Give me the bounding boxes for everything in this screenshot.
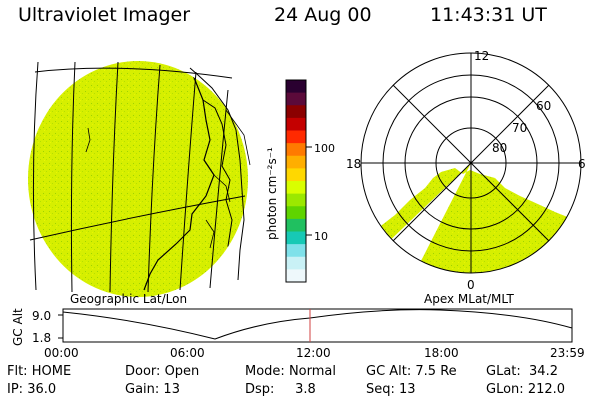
altitude-xtick-0600: 06:00 [170,346,205,360]
coastline-outer [189,67,245,281]
status-door: Door: Open [125,364,199,379]
ip-label: IP: [7,382,24,397]
mode-value: Normal [288,364,336,379]
altitude-xtick-0000: 00:00 [44,346,79,360]
altitude-ytick-9: 9.0 [32,309,51,323]
altitude-xtick-1800: 18:00 [424,346,459,360]
colorbar-tick-10: 10 [314,230,328,243]
colorbar-cell [286,231,306,245]
status-glat: GLat: 34.2 [486,364,558,379]
colorbar-cell [286,80,306,94]
dsp-label: Dsp: [245,382,275,397]
colorbar: 100 10 photon cm⁻²s⁻¹ [265,79,335,283]
coastline-outer-2 [225,109,251,166]
colorbar-cell [286,269,306,283]
status-flt: Flt: HOME [7,364,71,379]
mlt-label-12: 12 [474,49,489,63]
seq-value: 13 [399,382,416,397]
door-label: Door: [125,364,161,379]
altitude-plot: GC Alt 9.0 1.8 00:00 06:00 12:00 18:00 2… [11,308,585,360]
door-value: Open [164,364,200,379]
altitude-xtick-2359: 23:59 [550,346,585,360]
mlat-label-80: 80 [492,141,507,155]
seq-label: Seq: [366,382,395,397]
status-dsp: Dsp: 3.8 [245,382,316,397]
colorbar-cell [286,181,306,195]
meridian-grid [29,61,246,293]
date-label: 24 Aug 00 [274,4,372,26]
gain-value: 13 [163,382,180,397]
colorbar-tick-100: 100 [314,142,335,155]
glat-value: 34.2 [529,364,558,379]
flt-label: Flt: [7,364,28,379]
left-panel-caption: Geographic Lat/Lon [70,292,187,306]
glon-value: 212.0 [527,382,566,397]
colorbar-cell [286,130,306,144]
status-mode: Mode: Normal [245,364,336,379]
colorbar-cell [286,244,306,258]
colorbar-cell [286,92,306,106]
polar-diag-2 [392,84,550,242]
colorbar-unit-label: photon cm⁻²s⁻¹ [265,147,279,240]
gcalt-value: 7.5 Re [415,364,457,379]
earth-disk [28,61,248,297]
time-label: 11:43:31 UT [430,4,547,26]
status-glon: GLon: 212.0 [486,382,565,397]
polar-plot: 12 18 6 0 80 70 60 [346,49,586,292]
mlt-label-18: 18 [346,157,361,171]
geographic-image [28,61,251,297]
coastline-outline [85,67,237,291]
altitude-ytick-1-8: 1.8 [32,331,51,345]
status-gcalt: GC Alt: 7.5 Re [366,364,457,379]
altitude-xtick-1200: 12:00 [296,346,331,360]
colorbar-cell [286,155,306,169]
colorbar-cell [286,218,306,233]
dsp-value: 3.8 [295,382,316,397]
flt-value: HOME [31,364,72,379]
gcalt-label: GC Alt: [366,364,412,379]
colorbar-cell [286,206,306,220]
colorbar-cell [286,168,306,182]
altitude-plot-frame [62,308,573,343]
status-ip: IP: 36.0 [7,382,56,397]
mode-label: Mode: [245,364,285,379]
mlt-label-6: 6 [578,157,586,171]
gain-label: Gain: [125,382,160,397]
mlat-label-70: 70 [512,121,527,135]
glat-label: GLat: [486,364,521,379]
altitude-curve [62,309,573,340]
ip-value: 36.0 [27,382,57,397]
mlat-label-60: 60 [536,99,551,113]
glon-label: GLon: [486,382,524,397]
status-seq: Seq: 13 [366,382,416,397]
altitude-ylabel: GC Alt [11,308,25,346]
mlt-label-0: 0 [467,278,475,292]
status-gain: Gain: 13 [125,382,180,397]
colorbar-cell [286,143,306,157]
colorbar-cell [286,193,306,207]
instrument-title: Ultraviolet Imager [18,4,191,26]
auroral-oval-fill [361,163,581,273]
right-panel-caption: Apex MLat/MLT [424,292,514,306]
colorbar-cell [286,256,306,270]
colorbar-cell [286,105,306,119]
colorbar-cell [286,117,306,132]
